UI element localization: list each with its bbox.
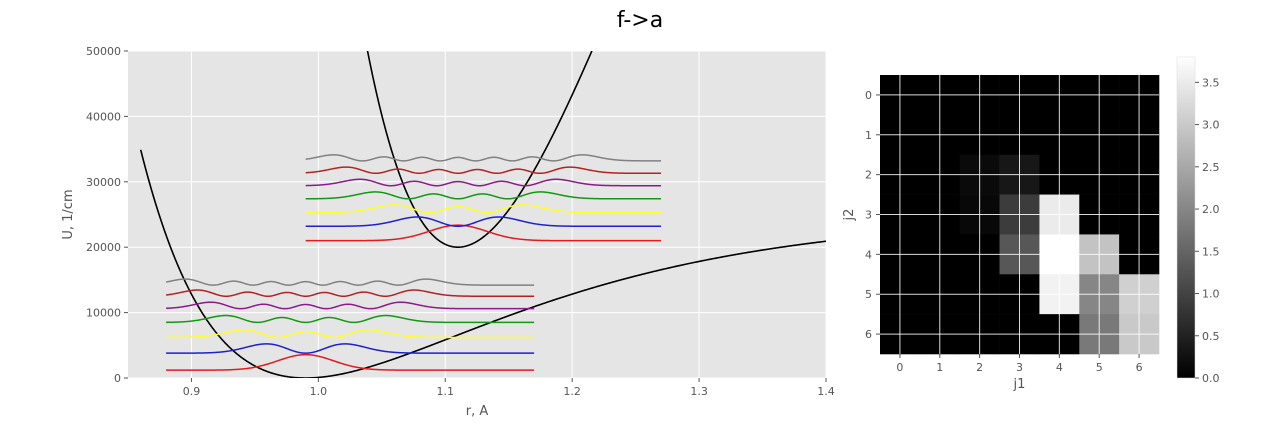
heatmap-y-tick-label: 5 — [865, 288, 872, 301]
heatmap-x-tick-label: 3 — [1016, 361, 1023, 374]
lower-level-1 — [166, 343, 535, 354]
upper-level-2 — [305, 204, 662, 214]
plot-background — [128, 51, 826, 378]
colorbar-tick-label: 2.0 — [1202, 203, 1220, 216]
x-tick-label: 1.4 — [817, 385, 835, 398]
x-tick-label: 1.3 — [690, 385, 708, 398]
heatmap-x-tick-label: 2 — [976, 361, 983, 374]
y-tick-label: 50000 — [86, 45, 121, 58]
lower-potential-curve — [139, 149, 826, 378]
x-tick-label: 1.0 — [310, 385, 328, 398]
heatmap-x-tick-label: 5 — [1096, 361, 1103, 374]
upper-level-5 — [305, 166, 662, 175]
heatmap-grid — [880, 75, 1159, 354]
y-tick-label: 20000 — [86, 241, 121, 254]
lower-level-2 — [166, 329, 535, 339]
x-axis-label: r, A — [466, 404, 489, 419]
heatmap-y-tick-label: 1 — [865, 129, 872, 142]
colorbar-gradient — [1176, 56, 1196, 379]
x-tick-label: 1.1 — [437, 385, 455, 398]
colorbar-ticks: 0.0 0.5 1.0 1.5 2.0 2.5 3.0 3.5 — [1195, 76, 1220, 385]
heatmap-y-tick-label: 4 — [865, 248, 872, 261]
heatmap-y-label: j2 — [842, 209, 857, 222]
x-tick-label: 0.9 — [183, 385, 201, 398]
lower-level-6 — [165, 278, 535, 286]
colorbar-tick-label: 0.0 — [1202, 372, 1220, 385]
potential-plot: 0.9 1.0 1.1 1.2 1.3 1.4 0 10000 20000 30000 40000 5… — [61, 45, 835, 419]
plot-ticks: 0.9 1.0 1.1 1.2 1.3 1.4 0 10000 20000 30000 40000 5… — [86, 45, 835, 398]
plot-grid — [128, 50, 827, 379]
figure-title: f->a — [617, 8, 663, 33]
lower-level-5 — [165, 289, 535, 298]
heatmap-x-tick-label: 0 — [896, 361, 903, 374]
colorbar-tick-label: 2.5 — [1202, 161, 1220, 174]
colorbar-tick-label: 1.0 — [1202, 288, 1220, 301]
y-tick-label: 40000 — [86, 110, 121, 123]
lower-level-3 — [166, 314, 535, 324]
colorbar-tick-label: 3.0 — [1202, 119, 1220, 132]
heatmap-x-tick-label: 4 — [1056, 361, 1063, 374]
heatmap-plot: 0 1 2 3 4 5 6 0 1 2 3 4 5 6 j1 j2 — [842, 75, 1160, 392]
upper-level-0 — [305, 224, 662, 242]
colorbar-tick-label: 1.5 — [1202, 245, 1220, 258]
lower-level-4 — [166, 301, 535, 310]
heatmap-x-tick-label: 1 — [936, 361, 943, 374]
y-tick-label: 10000 — [86, 307, 121, 320]
heatmap-x-label: j1 — [1013, 377, 1026, 392]
heatmap-y-tick-label: 2 — [865, 169, 872, 182]
y-tick-label: 30000 — [86, 176, 121, 189]
lower-level-0 — [166, 353, 535, 371]
colorbar-tick-label: 3.5 — [1202, 76, 1220, 89]
heatmap-ticks: 0 1 2 3 4 5 6 0 1 2 3 4 5 6 — [865, 89, 1143, 374]
upper-level-3 — [305, 191, 662, 200]
heatmap-y-tick-label: 3 — [865, 209, 872, 222]
y-tick-label: 0 — [114, 372, 121, 385]
heatmap-x-tick-label: 6 — [1136, 361, 1143, 374]
upper-level-1 — [305, 216, 662, 228]
y-axis-label: U, 1/cm — [61, 189, 76, 239]
colorbar: 0.0 0.5 1.0 1.5 2.0 2.5 3.0 3.5 — [1176, 56, 1220, 385]
upper-level-6 — [305, 154, 662, 162]
heatmap-y-tick-label: 6 — [865, 328, 872, 341]
x-tick-label: 1.2 — [563, 385, 581, 398]
colorbar-tick-label: 0.5 — [1202, 330, 1220, 343]
upper-level-4 — [305, 178, 662, 187]
plot-lines — [139, 51, 826, 378]
heatmap-y-tick-label: 0 — [865, 89, 872, 102]
